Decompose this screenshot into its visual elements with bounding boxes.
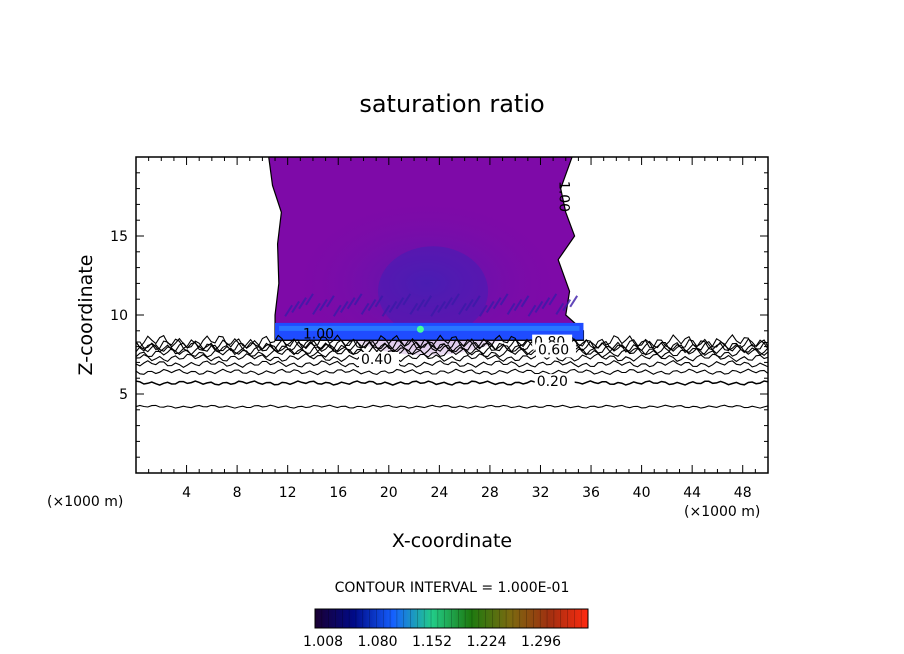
turbulent-streak xyxy=(423,295,433,308)
colorbar-ticks: 1.008 1.080 1.152 1.224 1.296 xyxy=(303,609,589,650)
turbulent-streak xyxy=(298,297,307,310)
turbulent-streak xyxy=(569,295,579,308)
saturation-peak xyxy=(378,246,489,337)
turbulent-streak xyxy=(485,300,495,314)
contour-label: 0.60 xyxy=(538,343,569,359)
turbulent-streak xyxy=(430,304,439,317)
plot-area: 1.000.800.600.400.201.00 xyxy=(136,157,768,409)
turbulent-streak xyxy=(312,302,321,315)
turbulent-streak xyxy=(374,295,384,308)
contour-label-background xyxy=(535,342,576,358)
turbulent-streak xyxy=(478,304,488,317)
contour-label-background xyxy=(358,351,399,367)
colorbar-tick-label: 1.080 xyxy=(357,634,397,650)
chart-title: saturation ratio xyxy=(359,90,544,118)
x-tick-label: 28 xyxy=(481,485,499,501)
turbulent-streak xyxy=(472,295,481,308)
turbulent-streak xyxy=(562,299,572,312)
contour-label-background xyxy=(534,374,575,390)
colorbar-tick-label: 1.224 xyxy=(466,634,506,650)
x-unit-left: (×1000 m) xyxy=(47,494,123,510)
contour-label: 0.20 xyxy=(537,374,568,390)
colorbar-tick-label: 1.152 xyxy=(412,634,452,650)
y-tick-label: 10 xyxy=(110,308,128,324)
contour-label: 1.00 xyxy=(555,181,571,212)
colorbar-tick-label: 1.296 xyxy=(521,634,561,650)
x-tick-label: 44 xyxy=(683,485,701,501)
contour-line xyxy=(136,343,768,356)
turbulent-streak xyxy=(548,293,558,306)
turbulent-streak xyxy=(305,293,314,306)
turbulent-streak xyxy=(458,302,467,315)
cloud-base-band-highlight xyxy=(279,325,580,331)
colorbar xyxy=(314,608,589,629)
turbulent-streak xyxy=(520,295,530,308)
x-tick-label: 16 xyxy=(329,485,347,501)
turbulent-streak xyxy=(284,304,293,317)
x-tick-label: 40 xyxy=(633,485,651,501)
y-tick-label: 15 xyxy=(110,229,128,245)
contour-label: 1.00 xyxy=(303,327,334,343)
contour-line xyxy=(136,352,768,363)
turbulent-streak xyxy=(555,302,565,315)
x-tick-label: 8 xyxy=(233,485,242,501)
contour-line xyxy=(136,359,768,368)
turbulent-streak xyxy=(360,302,370,315)
turbulent-streak xyxy=(513,299,523,312)
turbulent-streak xyxy=(465,299,474,312)
contour-line xyxy=(136,333,768,350)
turbulent-streak xyxy=(367,299,377,312)
saturation-core xyxy=(298,195,555,356)
x-tick-label: 32 xyxy=(532,485,550,501)
turbulent-streak xyxy=(499,293,509,306)
turbulent-streak xyxy=(395,297,405,310)
turbulent-streak xyxy=(534,300,544,314)
contour-interval-note: CONTOUR INTERVAL = 1.000E-01 xyxy=(335,580,570,596)
contour-line xyxy=(136,368,768,376)
y-tick-label: 5 xyxy=(119,387,128,403)
x-unit-right: (×1000 m) xyxy=(684,504,760,520)
x-tick-label: 4 xyxy=(182,485,191,501)
turbulent-streak xyxy=(451,293,460,306)
x-tick-label: 24 xyxy=(430,485,448,501)
turbulent-streak xyxy=(326,295,335,308)
x-tick-label: 48 xyxy=(734,485,752,501)
turbulent-streak xyxy=(319,299,328,312)
x-tick-label: 20 xyxy=(380,485,398,501)
contour-line xyxy=(136,347,768,359)
turbulent-streak xyxy=(444,297,453,310)
turbulent-streak xyxy=(339,300,349,314)
contour-line xyxy=(136,380,768,386)
contour-label: 0.40 xyxy=(361,352,392,368)
contour-line xyxy=(136,337,768,353)
turbulent-streak xyxy=(541,297,551,310)
saturation-maximum-spot xyxy=(416,325,424,333)
contour-line xyxy=(136,404,768,409)
turbulent-streak xyxy=(353,293,363,306)
turbulent-streak xyxy=(527,304,537,317)
turbulent-streak xyxy=(492,297,502,310)
x-tick-label: 36 xyxy=(582,485,600,501)
turbulent-streak xyxy=(332,304,342,317)
turbulent-streak xyxy=(346,297,356,310)
colorbar-tick-label: 1.008 xyxy=(303,634,343,650)
turbulent-streak xyxy=(409,302,419,315)
x-tick-label: 12 xyxy=(279,485,297,501)
turbulent-streak xyxy=(402,293,412,306)
turbulent-streak xyxy=(388,300,398,314)
turbulent-streak xyxy=(506,302,516,315)
y-axis-title: Z-coordinate xyxy=(75,255,97,376)
turbulent-streak xyxy=(437,300,446,314)
x-axis-title: X-coordinate xyxy=(392,530,512,552)
turbulent-streak xyxy=(291,300,300,314)
turbulent-streak xyxy=(416,299,426,312)
turbulent-streak xyxy=(381,304,391,317)
